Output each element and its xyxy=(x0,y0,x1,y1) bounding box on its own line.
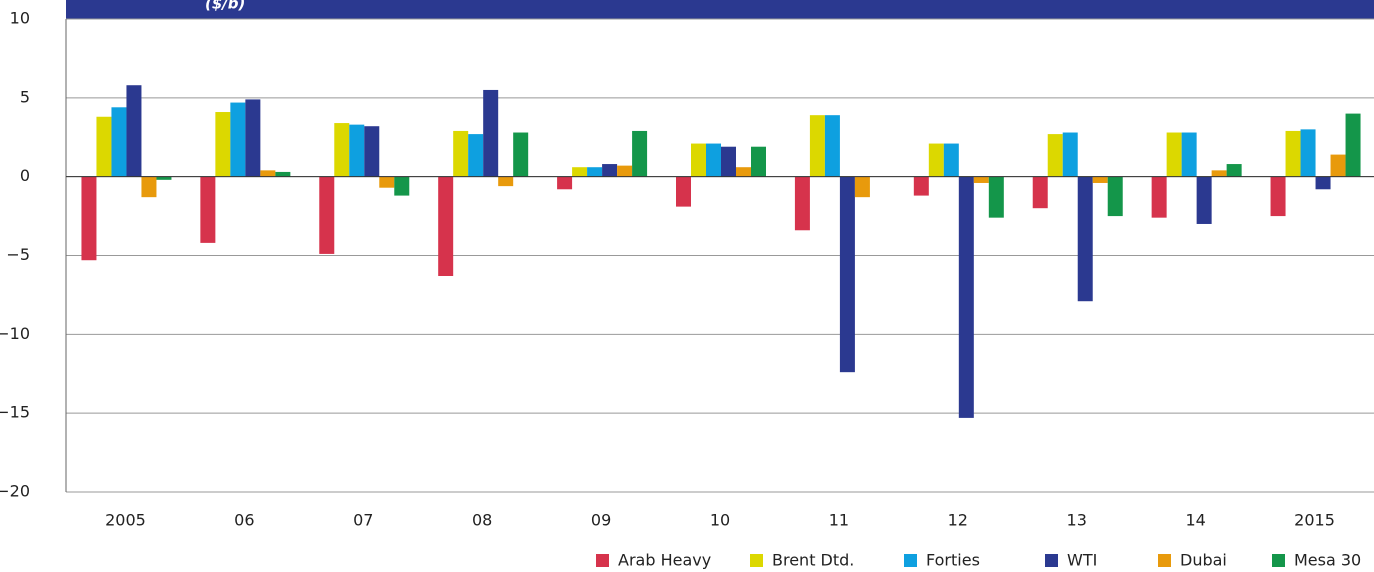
bar xyxy=(1032,176,1048,209)
bar xyxy=(706,143,721,177)
legend-label: WTI xyxy=(1067,551,1097,570)
x-tick-label: 11 xyxy=(829,511,849,530)
title-bar xyxy=(66,0,1374,19)
bar xyxy=(721,146,736,177)
legend-label: Arab Heavy xyxy=(618,551,711,570)
bar xyxy=(809,115,825,177)
x-tick-label: 10 xyxy=(710,511,730,530)
bar xyxy=(839,176,855,373)
bar xyxy=(1151,176,1167,218)
x-tick-label: 12 xyxy=(948,511,968,530)
bar xyxy=(1166,132,1182,177)
bar xyxy=(794,176,810,231)
y-tick-label: −15 xyxy=(0,403,30,422)
bar xyxy=(468,134,484,177)
x-tick-label: 2005 xyxy=(105,511,146,530)
bar xyxy=(260,170,276,177)
bar xyxy=(498,176,514,187)
bar xyxy=(736,167,751,177)
x-tick-label: 06 xyxy=(234,511,254,530)
bar xyxy=(1211,170,1227,177)
bar xyxy=(1196,176,1212,224)
y-tick-label: −5 xyxy=(6,245,30,264)
legend-label: Forties xyxy=(926,551,980,570)
x-tick-label: 07 xyxy=(353,511,373,530)
bar xyxy=(394,176,410,196)
bar xyxy=(988,176,1004,218)
bar xyxy=(1181,132,1197,177)
bar xyxy=(349,124,365,177)
legend-swatch xyxy=(596,554,609,567)
bar xyxy=(275,171,291,177)
y-tick-label: −10 xyxy=(0,324,30,343)
bar xyxy=(973,176,989,183)
bar xyxy=(200,176,216,243)
bar xyxy=(1226,164,1242,177)
bar xyxy=(1107,176,1123,217)
legend-swatch xyxy=(750,554,763,567)
bar xyxy=(111,107,127,177)
legend-label: Brent Dtd. xyxy=(772,551,854,570)
bar xyxy=(587,167,603,177)
x-tick-label: 08 xyxy=(472,511,492,530)
bar xyxy=(81,176,97,261)
bar xyxy=(602,164,618,177)
bar xyxy=(483,89,499,177)
bar xyxy=(126,85,142,177)
legend-label: Mesa 30 xyxy=(1294,551,1361,570)
bar xyxy=(958,176,974,418)
legend-swatch xyxy=(1158,554,1171,567)
x-tick-label: 14 xyxy=(1185,511,1205,530)
bar xyxy=(245,99,261,177)
bar xyxy=(334,123,350,177)
bar xyxy=(1285,130,1301,177)
bar xyxy=(319,176,335,254)
y-tick-label: 10 xyxy=(10,9,30,28)
legend-label: Dubai xyxy=(1180,551,1227,570)
y-tick-label: 0 xyxy=(20,166,30,185)
bar xyxy=(1300,129,1316,177)
bar xyxy=(913,176,929,196)
bar xyxy=(438,176,454,276)
bar xyxy=(1270,176,1286,217)
bar xyxy=(141,176,157,198)
bar xyxy=(1092,176,1108,183)
bar xyxy=(1062,132,1078,177)
bar xyxy=(691,143,706,177)
bar xyxy=(96,116,112,177)
bar xyxy=(928,143,944,177)
bar xyxy=(453,130,469,177)
x-tick-label: 13 xyxy=(1067,511,1087,530)
bar xyxy=(824,115,840,177)
x-tick-label: 2015 xyxy=(1294,511,1335,530)
bar xyxy=(379,176,395,188)
bar xyxy=(1047,134,1063,177)
bar xyxy=(230,102,246,177)
bar xyxy=(364,126,380,177)
legend-swatch xyxy=(1272,554,1285,567)
bar xyxy=(215,112,231,177)
bar xyxy=(676,176,691,207)
y-tick-label: 5 xyxy=(20,87,30,106)
chart-title: ($/b) xyxy=(205,0,245,13)
bar xyxy=(1345,113,1361,177)
bar xyxy=(1077,176,1093,302)
bar xyxy=(943,143,959,177)
legend-swatch xyxy=(1045,554,1058,567)
bar xyxy=(156,176,172,180)
bar xyxy=(1315,176,1331,190)
legend-swatch xyxy=(904,554,917,567)
bar xyxy=(1330,154,1346,177)
y-tick-label: −20 xyxy=(0,482,30,501)
bar xyxy=(617,165,633,177)
bar xyxy=(572,167,588,177)
bar xyxy=(557,176,573,190)
bar xyxy=(854,176,870,198)
bar xyxy=(632,130,648,177)
x-tick-label: 09 xyxy=(591,511,611,530)
bar xyxy=(751,146,766,177)
bar xyxy=(513,132,529,177)
